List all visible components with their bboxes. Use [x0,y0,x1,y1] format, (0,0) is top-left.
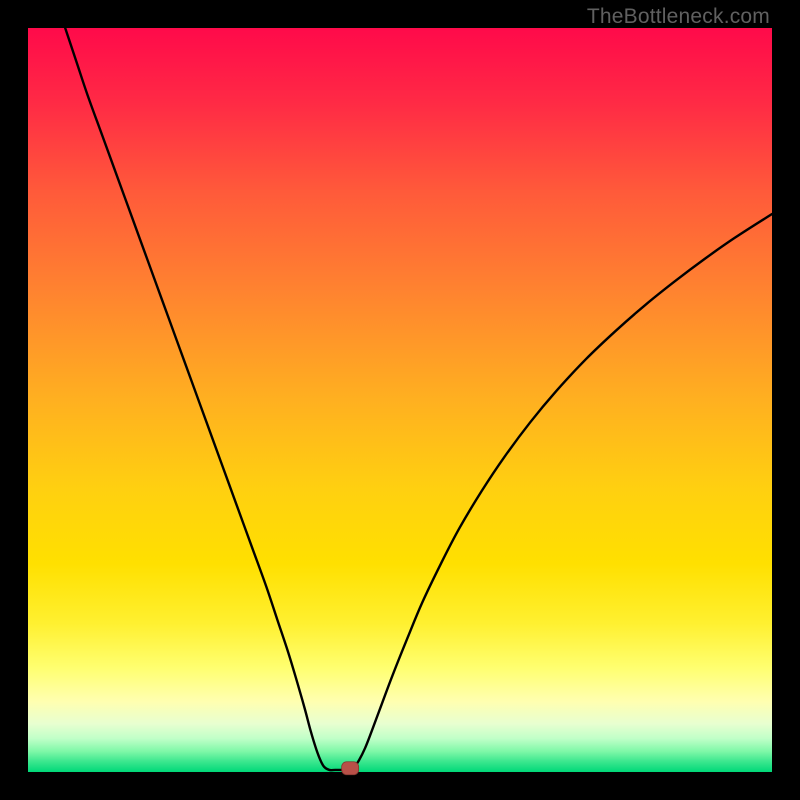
chart-frame: TheBottleneck.com [0,0,800,800]
minimum-marker [342,762,359,775]
plot-area [28,28,772,772]
watermark-text: TheBottleneck.com [587,5,770,29]
marker-layer [28,28,772,772]
